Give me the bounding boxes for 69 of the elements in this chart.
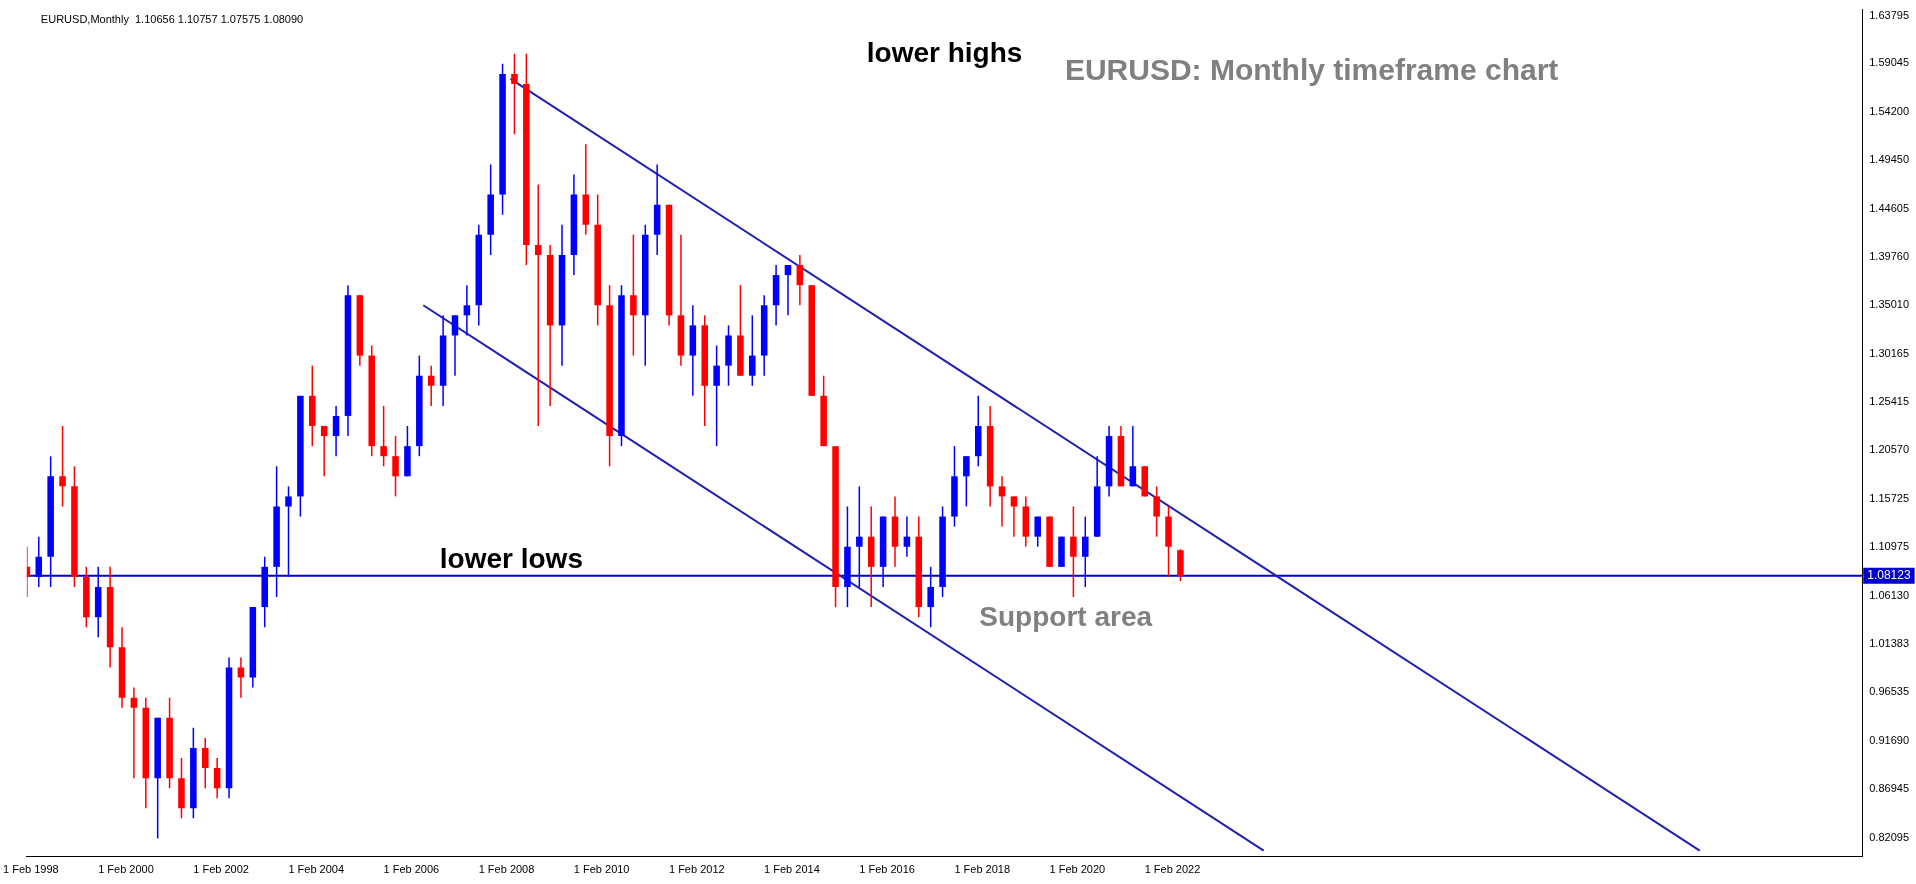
y-tick-label: 0.91690 xyxy=(1869,734,1909,747)
candlestick xyxy=(201,737,209,789)
y-tick-label: 1.15725 xyxy=(1869,492,1909,505)
y-tick-label: 1.35010 xyxy=(1869,298,1909,311)
candlestick xyxy=(998,475,1006,528)
x-tick-label: 1 Feb 2022 xyxy=(1144,863,1201,876)
x-tick-label: 1 Feb 2020 xyxy=(1049,863,1106,876)
y-tick-label: 1.01383 xyxy=(1869,636,1909,649)
text: EURUSD: Monthly timeframe chart xyxy=(1064,52,1559,86)
ref-line-label: 1.08123 xyxy=(1867,567,1911,582)
candlestick xyxy=(392,435,399,498)
y-tick-label: 1.59045 xyxy=(1869,56,1909,69)
y-tick-label: 1.63795 xyxy=(1869,8,1909,21)
y-tick-label: 1.10975 xyxy=(1869,540,1909,553)
y-tick-label: 1.30165 xyxy=(1869,346,1909,359)
candlestick xyxy=(59,425,66,508)
candlestick xyxy=(237,656,245,699)
candlestick xyxy=(1082,515,1089,588)
candlestick xyxy=(903,515,911,558)
candlestick xyxy=(534,183,542,427)
x-tick-label: 1 Feb 2010 xyxy=(573,863,630,876)
candlestick xyxy=(856,485,863,588)
candlestick xyxy=(1034,515,1041,548)
chart-subtitle: EURUSD,Monthly 1.10656 1.10757 1.07575 1.08090 xyxy=(40,12,304,25)
candlestick xyxy=(1010,495,1018,538)
candlestick xyxy=(713,344,720,447)
candlestick xyxy=(963,455,970,508)
annotation: lower lows xyxy=(439,543,583,574)
candlestick xyxy=(1129,425,1137,488)
y-tick-label: 0.96535 xyxy=(1869,685,1909,698)
candlestick xyxy=(285,485,292,578)
y-tick-label: 1.39760 xyxy=(1869,250,1909,263)
x-tick-label: 1 Feb 2014 xyxy=(764,863,820,876)
candlestick xyxy=(511,53,518,135)
x-tick-label: 1 Feb 2002 xyxy=(193,863,249,876)
candlestick xyxy=(332,405,340,457)
y-tick-label: 1.20570 xyxy=(1869,443,1909,456)
candlestick xyxy=(320,425,328,478)
candlestick xyxy=(451,314,459,377)
x-tick-label: 1 Feb 2008 xyxy=(478,863,535,876)
candlestick xyxy=(213,757,221,799)
y-tick-label: 1.06130 xyxy=(1869,588,1909,601)
y-tick-label: 1.25415 xyxy=(1869,394,1909,407)
x-tick-label: 1 Feb 2012 xyxy=(668,863,725,876)
candlestick xyxy=(427,364,435,407)
x-tick-label: 1 Feb 2016 xyxy=(859,863,915,876)
candlestick xyxy=(380,405,387,467)
candlestick xyxy=(1153,485,1160,538)
x-tick-label: 1 Feb 2006 xyxy=(383,863,440,876)
candlestick xyxy=(463,284,471,337)
y-tick-label: 0.82095 xyxy=(1869,830,1909,843)
x-tick-label: 1 Feb 2018 xyxy=(954,863,1011,876)
y-tick-label: 0.86945 xyxy=(1869,781,1909,794)
x-tick-label: 1 Feb 1998 xyxy=(3,863,59,876)
candlestick xyxy=(796,254,804,307)
x-tick-label: 1 Feb 2004 xyxy=(288,863,345,876)
y-tick-label: 1.54200 xyxy=(1869,105,1909,118)
candlestick xyxy=(784,264,792,317)
candlestick xyxy=(927,566,934,628)
candlestick xyxy=(749,314,756,387)
annotation: Support area xyxy=(979,600,1153,632)
annotation: lower highs xyxy=(866,37,1023,69)
candlestick xyxy=(1070,505,1077,598)
candlestick xyxy=(35,535,43,588)
y-tick-label: 1.44605 xyxy=(1869,201,1909,214)
candlestick xyxy=(630,234,637,357)
x-tick-label: 1 Feb 2000 xyxy=(98,863,154,876)
y-tick-label: 1.49450 xyxy=(1869,152,1909,165)
candlestick xyxy=(130,686,138,779)
